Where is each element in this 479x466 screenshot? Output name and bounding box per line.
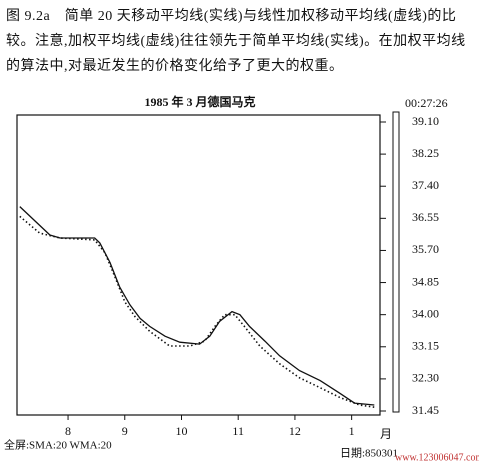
watermark: www.123006047.com xyxy=(395,452,479,463)
y-tick-label: 34.85 xyxy=(412,274,439,288)
x-axis-label: 月 xyxy=(380,427,392,441)
chart-title: 1985 年 3 月德国马克 xyxy=(144,94,255,109)
date-text: 日期:850301 xyxy=(340,447,398,460)
series-line xyxy=(19,206,375,406)
y-tick-label: 32.30 xyxy=(412,371,439,385)
y-tick-label: 33.15 xyxy=(412,339,439,353)
y-tick-label: 38.25 xyxy=(412,146,439,160)
scroll-bar xyxy=(392,111,400,413)
y-tick-label: 37.40 xyxy=(412,178,439,192)
status-text: 全屏:SMA:20 WMA:20 xyxy=(4,438,112,452)
x-tick-label: 8 xyxy=(65,424,71,438)
x-tick-label: 12 xyxy=(289,424,301,438)
y-tick-label: 34.00 xyxy=(412,306,439,320)
figure-caption: 图 9.2a 简单 20 天移动平均线(实线)与线性加权移动平均线(虚线)的比较… xyxy=(6,9,466,74)
y-tick-label: 36.55 xyxy=(412,210,439,224)
timestamp: 00:27:26 xyxy=(405,96,448,110)
plot-frame xyxy=(16,114,381,416)
series-line xyxy=(19,215,375,408)
x-tick-label: 9 xyxy=(122,424,128,438)
y-tick-label: 31.45 xyxy=(412,403,439,417)
x-tick-label: 11 xyxy=(232,424,244,438)
y-tick-label: 35.70 xyxy=(412,242,439,256)
y-tick-label: 39.10 xyxy=(412,114,439,128)
x-tick-label: 10 xyxy=(175,424,187,438)
x-tick-label: 1 xyxy=(349,424,355,438)
